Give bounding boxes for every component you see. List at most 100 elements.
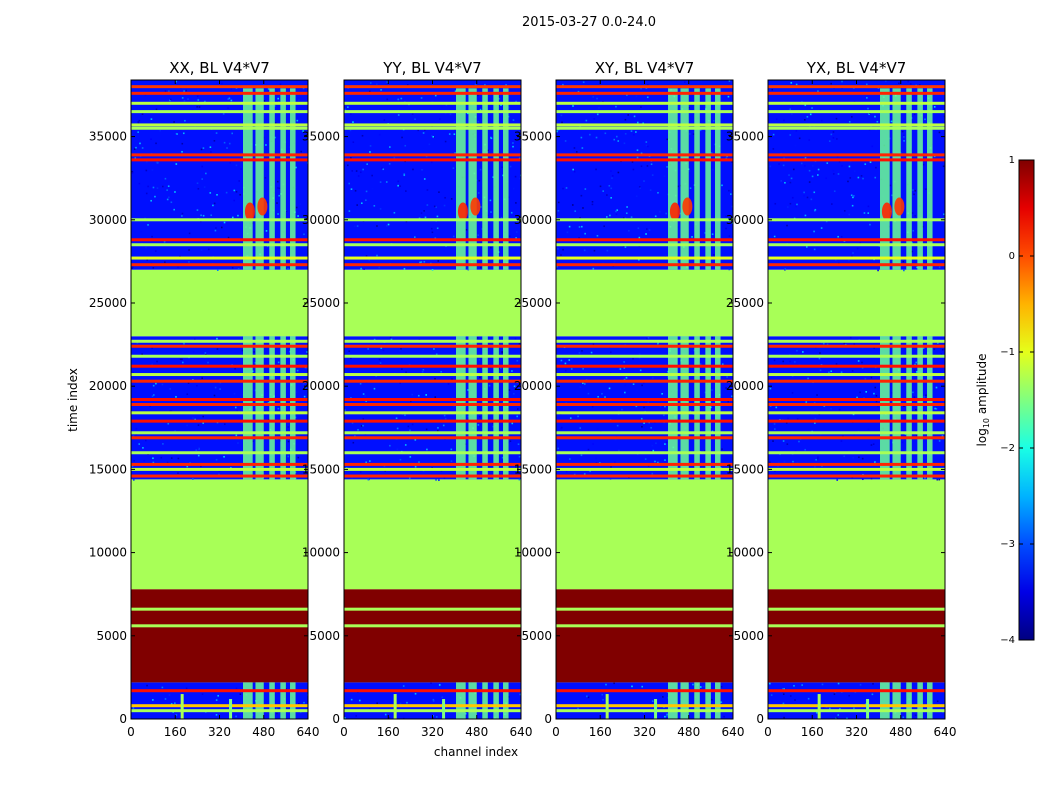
- noise-pixel: [156, 187, 159, 189]
- noise-pixel: [519, 148, 521, 150]
- noise-pixel: [866, 97, 868, 99]
- rfi-column: [715, 336, 721, 480]
- noise-pixel: [164, 698, 167, 700]
- noise-pixel: [774, 202, 777, 205]
- flag-line: [556, 436, 733, 440]
- noise-pixel: [628, 229, 630, 232]
- noise-pixel: [285, 210, 288, 212]
- flag-line: [556, 354, 733, 358]
- y-tick-label: 20000: [302, 379, 340, 393]
- noise-pixel: [592, 267, 595, 270]
- y-tick-label: 35000: [302, 130, 340, 144]
- noise-pixel: [564, 369, 567, 372]
- noise-pixel: [635, 405, 638, 408]
- noise-pixel: [657, 191, 659, 194]
- noise-pixel: [399, 185, 401, 187]
- noise-pixel: [349, 129, 352, 132]
- noise-pixel: [832, 173, 835, 175]
- noise-pixel: [839, 708, 841, 710]
- rfi-column: [468, 336, 477, 480]
- rfi-column: [906, 682, 912, 719]
- noise-pixel: [720, 701, 723, 704]
- noise-pixel: [516, 415, 519, 418]
- noise-pixel: [297, 99, 300, 101]
- noise-pixel: [383, 465, 386, 467]
- noise-pixel: [783, 460, 786, 463]
- noise-pixel: [351, 170, 354, 172]
- rfi-column: [927, 682, 933, 719]
- noise-pixel: [182, 132, 185, 135]
- noise-pixel: [223, 221, 226, 224]
- noise-pixel: [789, 108, 791, 111]
- noise-pixel: [911, 250, 913, 253]
- noise-pixel: [437, 427, 439, 429]
- noise-pixel: [782, 702, 785, 705]
- noise-pixel: [210, 151, 212, 153]
- noise-pixel: [516, 359, 519, 362]
- noise-pixel: [169, 98, 172, 101]
- noise-pixel: [515, 231, 518, 233]
- noise-pixel: [655, 442, 657, 445]
- noise-pixel: [730, 421, 732, 424]
- noise-pixel: [155, 108, 158, 111]
- noise-pixel: [830, 82, 832, 85]
- noise-pixel: [859, 684, 862, 686]
- noise-pixel: [803, 118, 806, 121]
- flag-line: [344, 91, 521, 95]
- noise-pixel: [357, 175, 360, 177]
- noise-pixel: [464, 712, 467, 715]
- noise-pixel: [614, 461, 616, 463]
- noise-pixel: [517, 443, 520, 446]
- flag-line: [131, 354, 308, 358]
- noise-pixel: [664, 715, 666, 718]
- flag-line: [556, 462, 733, 466]
- noise-pixel: [379, 181, 382, 183]
- noise-pixel: [784, 268, 787, 271]
- flag-line: [131, 704, 308, 708]
- noise-pixel: [348, 182, 351, 185]
- noise-pixel: [484, 84, 486, 86]
- noise-pixel: [200, 148, 203, 151]
- noise-pixel: [229, 161, 231, 164]
- noise-pixel: [584, 232, 586, 235]
- noise-pixel: [223, 141, 226, 144]
- noise-pixel: [420, 97, 423, 99]
- y-tick-label: 10000: [514, 546, 552, 560]
- noise-pixel: [806, 246, 808, 248]
- noise-pixel: [625, 212, 628, 215]
- noise-pixel: [356, 204, 358, 206]
- flag-line: [556, 704, 733, 708]
- noise-pixel: [913, 369, 916, 372]
- noise-pixel: [365, 190, 368, 193]
- noise-pixel: [215, 699, 218, 701]
- noise-pixel: [807, 377, 809, 380]
- flag-line: [344, 123, 521, 127]
- noise-pixel: [387, 223, 390, 226]
- noise-pixel: [782, 164, 785, 167]
- noise-pixel: [790, 82, 793, 84]
- noise-pixel: [393, 211, 396, 214]
- noise-pixel: [935, 408, 938, 410]
- noise-pixel: [376, 702, 378, 705]
- noise-pixel: [362, 418, 365, 420]
- noise-pixel: [419, 261, 421, 264]
- noise-pixel: [663, 175, 666, 177]
- noise-pixel: [815, 711, 818, 714]
- noise-pixel: [814, 209, 816, 212]
- rfi-column: [280, 682, 286, 719]
- noise-pixel: [663, 414, 665, 417]
- x-tick-label: 0: [127, 725, 135, 739]
- noise-pixel: [417, 129, 419, 132]
- noise-pixel: [170, 457, 173, 459]
- noise-pixel: [679, 212, 681, 215]
- noise-pixel: [727, 400, 730, 403]
- noise-pixel: [277, 407, 280, 410]
- rfi-column: [493, 682, 499, 719]
- noise-pixel: [514, 466, 517, 468]
- noise-pixel: [610, 351, 612, 354]
- flag-line: [768, 467, 945, 471]
- noise-pixel: [489, 199, 492, 202]
- noise-pixel: [443, 477, 446, 479]
- noise-pixel: [699, 686, 702, 688]
- noise-pixel: [874, 176, 877, 179]
